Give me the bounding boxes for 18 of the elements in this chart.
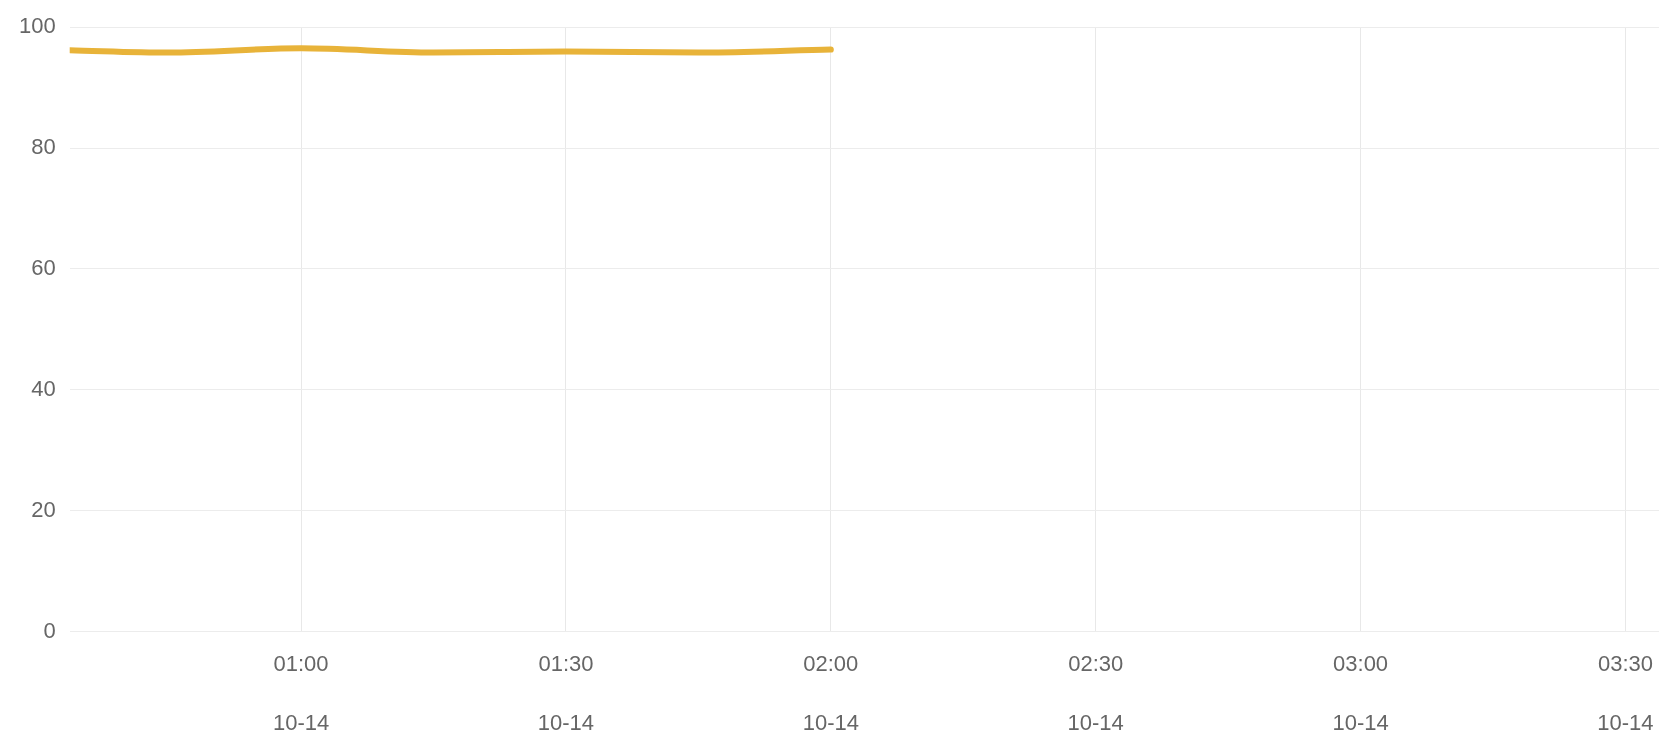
x-tick-label: 02:00 bbox=[803, 650, 859, 676]
text: 10-14 bbox=[272, 710, 330, 736]
y-tick-label: 80 bbox=[31, 134, 56, 160]
y-tick-label: 0 bbox=[43, 617, 56, 643]
x-tick-label: 03:30 bbox=[1597, 650, 1653, 676]
text: 10-14 bbox=[1332, 710, 1389, 736]
x-tick-label: 01:30 bbox=[538, 650, 594, 676]
text: 10-14 bbox=[1067, 710, 1124, 736]
y-tick-label: 20 bbox=[31, 496, 56, 522]
y-tick-label: 100 bbox=[18, 13, 56, 39]
text: 10-14 bbox=[802, 710, 859, 736]
x-tick-label: 03:00 bbox=[1333, 650, 1389, 676]
text: 10-14 bbox=[1597, 710, 1654, 736]
text: 10-14 bbox=[537, 710, 595, 736]
x-tick-label: 02:30 bbox=[1068, 650, 1124, 676]
x-tick-label: 01:00 bbox=[273, 650, 329, 676]
y-tick-label: 40 bbox=[31, 375, 56, 401]
y-tick-label: 60 bbox=[31, 255, 56, 281]
